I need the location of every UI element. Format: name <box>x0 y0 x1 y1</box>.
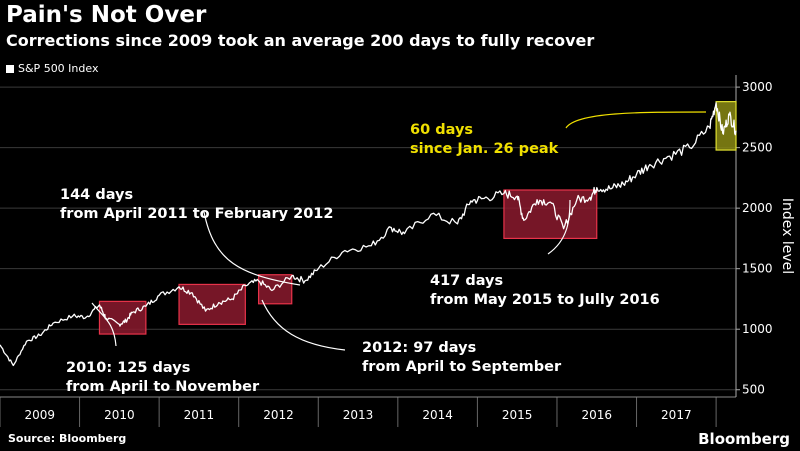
annotation-text: 417 days from May 2015 to Jully 2016 <box>430 273 660 308</box>
annotation-line: 2010: 125 days <box>66 360 190 376</box>
chart-subtitle: Corrections since 2009 took an average 2… <box>6 31 595 50</box>
annotation-line: from May 2015 to Jully 2016 <box>430 292 660 308</box>
annotation-line: 60 days <box>410 122 473 138</box>
y-tick-label: 1500 <box>742 262 773 276</box>
brand-logo: Bloomberg <box>698 430 790 448</box>
legend-label: S&P 500 Index <box>18 62 99 75</box>
y-tick-label: 2500 <box>742 141 773 155</box>
annotation-text: 60 days since Jan. 26 peak <box>410 122 559 157</box>
x-tick-label: 2010 <box>104 408 135 422</box>
annotation-line: from April to September <box>362 359 562 375</box>
annotation-line: 417 days <box>430 273 503 289</box>
x-tick-label: 2009 <box>25 408 56 422</box>
annotation-text: 2010: 125 days from April to November <box>66 360 260 395</box>
chart-title: Pain's Not Over <box>6 2 207 28</box>
annotation-line: from April 2011 to February 2012 <box>60 206 333 222</box>
correction-box <box>257 274 293 305</box>
leader-line <box>565 111 707 129</box>
correction-box <box>178 283 246 325</box>
legend: S&P 500 Index <box>6 62 98 75</box>
y-axis-label: Index level <box>779 198 795 274</box>
annotation-text: 144 days from April 2011 to February 2012 <box>60 187 333 222</box>
y-tick-label: 500 <box>742 383 765 397</box>
leader-line <box>261 299 346 351</box>
x-tick-label: 2016 <box>581 408 612 422</box>
annotation-text: 2012: 97 days from April to September <box>362 340 562 375</box>
x-tick-label: 2012 <box>263 408 294 422</box>
annotation-line: since Jan. 26 peak <box>410 141 559 157</box>
x-tick-label: 2014 <box>422 408 453 422</box>
y-tick-label: 3000 <box>742 80 773 94</box>
series-line <box>0 102 737 367</box>
annotation-line: 144 days <box>60 187 133 203</box>
x-tick-label: 2011 <box>184 408 215 422</box>
leader-line <box>547 199 571 255</box>
legend-swatch <box>6 64 14 73</box>
x-tick-label: 2017 <box>661 408 692 422</box>
correction-box <box>98 300 147 335</box>
leader-line <box>203 211 301 286</box>
source-note: Source: Bloomberg <box>8 432 127 445</box>
annotation-line: from April to November <box>66 379 260 395</box>
x-tick-label: 2015 <box>502 408 533 422</box>
annotation-line: 2012: 97 days <box>362 340 476 356</box>
leader-line <box>91 302 117 347</box>
y-tick-label: 2000 <box>742 201 773 215</box>
y-tick-label: 1000 <box>742 322 773 336</box>
x-tick-label: 2013 <box>343 408 374 422</box>
